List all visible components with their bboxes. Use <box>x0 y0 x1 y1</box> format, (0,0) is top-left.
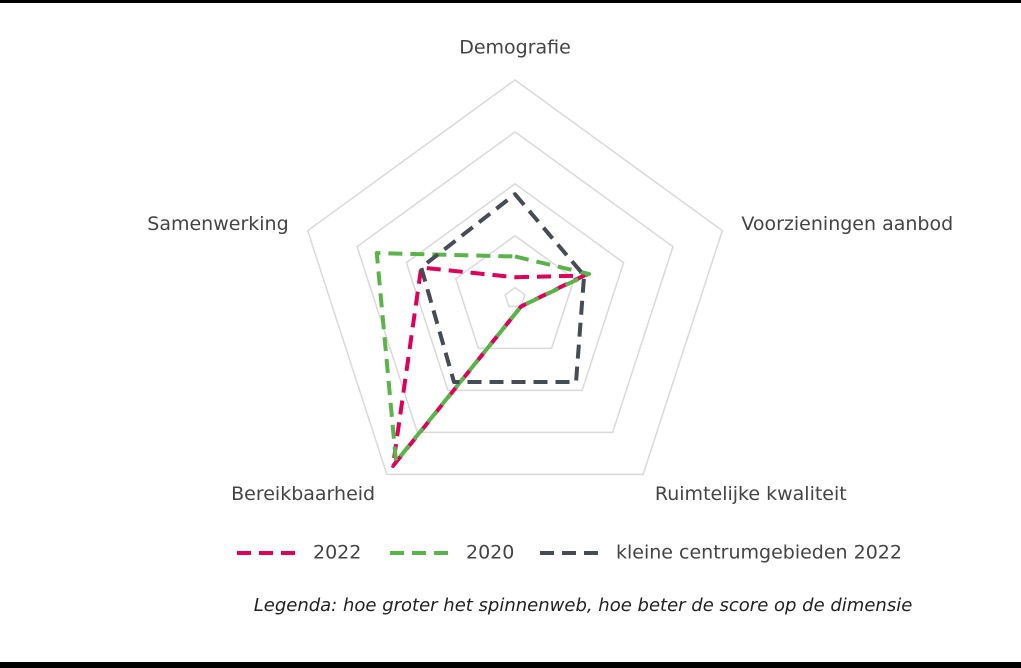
grid-ring <box>356 130 674 434</box>
axis-label: Bereikbaarheid <box>231 483 375 505</box>
axis-label: Samenwerking <box>147 213 288 235</box>
legend-label: 2020 <box>466 542 514 564</box>
axis-label: Voorzieningen aanbod <box>741 213 953 235</box>
grid-ring <box>306 79 724 476</box>
legend-note: Legenda: hoe groter het spinnenweb, hoe … <box>254 595 913 616</box>
grid-ring <box>454 234 576 350</box>
axis-label: Ruimtelijke kwaliteit <box>655 483 847 505</box>
series-line <box>419 192 587 384</box>
legend-label: 2022 <box>313 542 361 564</box>
grid-ring <box>504 286 526 308</box>
top-border <box>0 0 1021 3</box>
axis-label: Demografie <box>459 37 571 59</box>
series-line <box>390 265 587 468</box>
grid-ring <box>405 182 625 392</box>
legend-label: kleine centrumgebieden 2022 <box>616 542 902 564</box>
bottom-border <box>0 662 1021 668</box>
series-line <box>374 251 592 464</box>
